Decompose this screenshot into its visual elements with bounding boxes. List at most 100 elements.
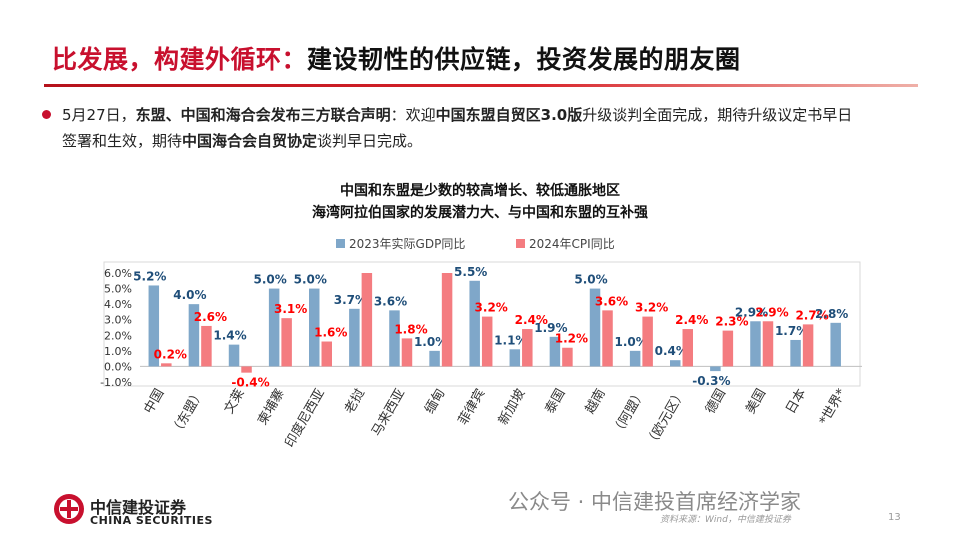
cpi-bar (562, 347, 573, 367)
cpi-data-label: 2.3% (715, 315, 748, 329)
x-category-label: 越南 (582, 386, 609, 417)
slide-title-rest: 建设韧性的供应链，投资发展的朋友圈 (307, 45, 741, 74)
y-tick-label: 2.0% (104, 329, 132, 342)
cpi-bar (602, 310, 613, 367)
gdp-data-label: 1.4% (213, 329, 246, 343)
gdp-data-label: 1.7% (775, 324, 808, 338)
cpi-data-label: 2.4% (515, 313, 548, 327)
bullet-paragraph: 5月27日，东盟、中国和海合会发布三方联合声明：欢迎中国东盟自贸区3.0版升级谈… (42, 102, 862, 154)
chart-subtitle: 海湾阿拉伯国家的发展潜力大、与中国和东盟的互补强 (312, 205, 648, 221)
gdp-bar (629, 350, 641, 367)
gdp-data-label: 0.4% (655, 344, 688, 358)
cpi-data-label: 2.4% (675, 313, 708, 327)
cpi-bar (642, 316, 653, 367)
slide-title: 比发展，构建外循环：建设韧性的供应链，投资发展的朋友圈 (52, 40, 741, 76)
cpi-data-label: 3.2% (635, 301, 668, 315)
gdp-bar (309, 288, 320, 367)
cpi-data-label: -0.4% (231, 376, 269, 390)
bullet-text-4: 谈判早日完成。 (317, 132, 423, 150)
x-category-label: 菲律宾 (455, 386, 488, 428)
y-tick-label: 6.0% (104, 267, 132, 280)
x-category-label: 老挝 (342, 387, 368, 417)
x-category-label: 印度尼西亚 (282, 386, 328, 450)
gdp-bar (389, 310, 400, 367)
gdp-bar (228, 344, 240, 367)
cpi-data-label: 1.2% (555, 332, 588, 346)
legend-label-gdp: 2023年实际GDP同比 (349, 236, 465, 251)
gdp-data-label: 5.5% (454, 265, 487, 279)
cpi-bar (361, 273, 373, 367)
cpi-data-label: 2.7% (795, 308, 828, 322)
cpi-bar (762, 321, 774, 367)
y-tick-label: 1.0% (104, 345, 132, 358)
china-securities-logo (54, 494, 84, 524)
bullet-bold-2: 中国东盟自贸区3.0版 (435, 106, 583, 124)
y-tick-label: 0.0% (104, 360, 132, 373)
gdp-bar (710, 366, 721, 372)
x-category-label: 德国 (703, 387, 729, 417)
gdp-bar (790, 339, 801, 367)
gdp-data-label: 5.0% (574, 273, 607, 287)
cpi-data-label: 1.6% (314, 326, 347, 340)
gdp-data-label: 1.0% (414, 335, 447, 349)
cpi-data-label: 0.2% (154, 347, 187, 361)
gdp-data-label: 5.0% (294, 273, 327, 287)
bullet-bold-3: 中国海合会自贸协定 (182, 132, 318, 150)
cpi-bar (401, 338, 413, 367)
page-number: 13 (888, 512, 901, 523)
x-category-label: 新加坡 (495, 386, 528, 428)
gdp-data-label: 1.1% (494, 333, 527, 347)
cpi-data-label: 3.1% (274, 302, 307, 316)
wechat-watermark: 公众号 · 中信建投首席经济学家 (508, 490, 802, 514)
gdp-data-label: 3.7% (334, 293, 367, 307)
gdp-bar (670, 360, 681, 367)
x-category-label: 中国 (142, 387, 168, 417)
gdp-bar (429, 350, 440, 367)
x-category-label: （阿盟） (610, 387, 649, 440)
x-category-label: 美国 (743, 387, 769, 417)
x-category-label: （欧元区） (643, 387, 688, 451)
bullet-text-2: ：欢迎 (390, 106, 436, 124)
bullet-bold-1: 东盟、中国和海合会发布三方联合声明 (135, 106, 391, 124)
cpi-bar (241, 366, 252, 373)
x-category-label: 马来西亚 (369, 387, 408, 440)
bullet-text-3: 升级谈判全面完成，期待升级议定书早日签署和生效，期待 (62, 106, 853, 150)
cpi-data-label: 3.2% (475, 301, 508, 315)
gdp-data-label: -0.3% (692, 374, 730, 388)
cpi-bar (682, 329, 693, 367)
x-category-label: 泰国 (543, 387, 569, 417)
slide-title-accent: 比发展，构建外循环： (52, 45, 308, 74)
gdp-data-label: 1.9% (534, 321, 567, 335)
gdp-bar (750, 321, 761, 367)
y-tick-label: 4.0% (104, 298, 132, 311)
logo-text-en: CHINA SECURITIES (90, 514, 213, 527)
cpi-bar (321, 341, 332, 367)
cpi-bar (281, 318, 292, 367)
cpi-bar (201, 325, 212, 367)
gdp-bar (509, 349, 521, 367)
x-category-label: *世界* (817, 386, 850, 428)
cpi-data-label: 1.8% (394, 322, 427, 336)
cpi-bar (722, 330, 734, 367)
logo-text-cn: 中信建投证券 (90, 498, 187, 517)
cpi-bar (522, 329, 533, 367)
gdp-data-label: 5.0% (253, 273, 286, 287)
source-note: 资料来源：Wind，中信建投证券 (660, 515, 791, 525)
x-category-label: 缅甸 (422, 387, 448, 417)
gdp-data-label: 1.0% (614, 335, 647, 349)
cpi-bar (802, 324, 814, 367)
gdp-bar (549, 336, 561, 367)
y-tick-label: 3.0% (104, 314, 132, 327)
gdp-data-label: 2.9% (735, 305, 768, 319)
gdp-bar (469, 280, 480, 367)
gdp-bar (349, 308, 360, 367)
gdp-bar (268, 288, 280, 367)
chart-title: 中国和东盟是少数的较高增长、较低通胀地区 (340, 183, 620, 199)
y-tick-label: -1.0% (100, 376, 132, 389)
x-category-label: 日本 (783, 387, 809, 417)
y-tick-label: 5.0% (104, 283, 132, 296)
cpi-bar (161, 363, 172, 367)
plot-area-frame (103, 261, 861, 387)
cpi-data-label: 3.6% (595, 294, 628, 308)
cpi-bar (481, 316, 493, 367)
